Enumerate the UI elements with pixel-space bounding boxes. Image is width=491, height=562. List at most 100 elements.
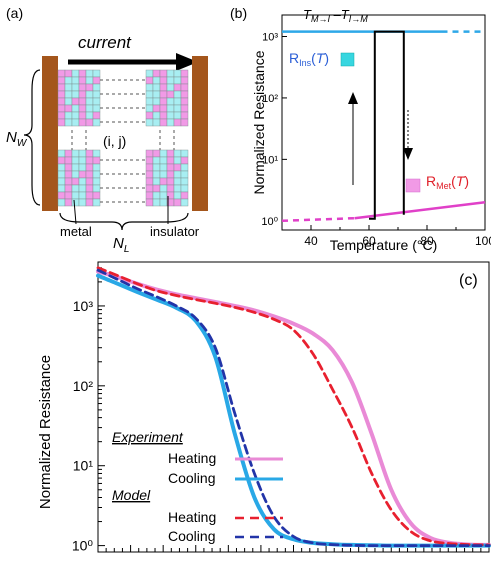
grid-cell bbox=[180, 111, 189, 120]
grid-cell bbox=[173, 83, 182, 92]
r-ins-label: RIns(T) bbox=[289, 50, 329, 68]
panel-b-title: TM→I –TI→M bbox=[303, 7, 368, 24]
grid-cell bbox=[85, 83, 94, 92]
grid-cell bbox=[92, 156, 101, 165]
metal-swatch bbox=[405, 178, 421, 193]
grid-cell bbox=[166, 104, 175, 113]
grid-cell bbox=[173, 156, 182, 165]
panel-a-diagram: (a) current (i, j) NW bbox=[6, 5, 208, 255]
panel-c-series bbox=[96, 266, 491, 548]
grid-cell bbox=[145, 111, 154, 120]
grid-cell bbox=[145, 184, 154, 193]
grid-cell bbox=[78, 170, 87, 179]
series-line bbox=[369, 30, 405, 220]
grid-cell bbox=[57, 90, 66, 99]
grid-cell bbox=[152, 149, 161, 158]
grid-cell bbox=[92, 198, 101, 207]
grid-cell bbox=[71, 83, 80, 92]
grid-cell bbox=[57, 69, 66, 78]
grid-cell bbox=[92, 118, 101, 127]
grid-cell bbox=[173, 97, 182, 106]
grid-cell bbox=[152, 69, 161, 78]
grid-cell bbox=[159, 104, 168, 113]
cell-index-label: (i, j) bbox=[103, 133, 126, 149]
grid-cell bbox=[152, 184, 161, 193]
grid-cell bbox=[173, 90, 182, 99]
grid-cell bbox=[159, 191, 168, 200]
grid-cell bbox=[78, 118, 87, 127]
grid-cell bbox=[180, 198, 189, 207]
grid-cell bbox=[159, 177, 168, 186]
x-tick-label: 40 bbox=[304, 234, 318, 248]
grid-cell bbox=[159, 163, 168, 172]
metal-label: metal bbox=[60, 224, 92, 239]
grid-cell bbox=[85, 111, 94, 120]
grid-cell bbox=[173, 149, 182, 158]
current-arrowhead bbox=[176, 53, 198, 71]
grid-cell bbox=[166, 184, 175, 193]
grid-cell bbox=[57, 76, 66, 85]
x-tick-label: 80 bbox=[420, 234, 434, 248]
grid-cell bbox=[57, 111, 66, 120]
grid-cell bbox=[85, 177, 94, 186]
grid-cell bbox=[92, 170, 101, 179]
grid-cell bbox=[71, 184, 80, 193]
grid-cell bbox=[85, 149, 94, 158]
grid-cell bbox=[159, 156, 168, 165]
panel-b-plot-frame bbox=[281, 14, 486, 231]
grid-cell bbox=[145, 118, 154, 127]
grid-cell bbox=[180, 118, 189, 127]
grid-cell bbox=[64, 118, 73, 127]
y-tick-label: 10⁰ bbox=[261, 216, 278, 228]
grid-cell bbox=[173, 76, 182, 85]
grid-cell bbox=[92, 90, 101, 99]
grid-cell bbox=[173, 184, 182, 193]
grid-cell bbox=[145, 163, 154, 172]
panel-b-annotations: RIns(T) RMet(T) bbox=[289, 50, 469, 193]
grid-cell bbox=[78, 163, 87, 172]
panel-b-chart: (b) TM→I –TI→M 40 60 80 100 10⁰ 10¹ 10² 10³ Temp… bbox=[230, 5, 491, 253]
grid-cell bbox=[71, 69, 80, 78]
grid-cell bbox=[166, 97, 175, 106]
legend-exp-cooling-label: Cooling bbox=[168, 470, 215, 486]
grid-cell bbox=[159, 198, 168, 207]
grid-cell bbox=[180, 149, 189, 158]
grid-cell bbox=[85, 184, 94, 193]
series-line bbox=[354, 201, 486, 220]
grid-cell bbox=[166, 149, 175, 158]
grid-cell bbox=[85, 118, 94, 127]
grid-cell bbox=[85, 104, 94, 113]
nl-brace bbox=[59, 212, 189, 231]
r-met-label: RMet(T) bbox=[426, 173, 469, 191]
legend-experiment-title: Experiment bbox=[112, 429, 184, 445]
grid-cell bbox=[92, 104, 101, 113]
y-tick-label: 10² bbox=[262, 93, 278, 105]
grid-cell bbox=[145, 69, 154, 78]
grid-cell bbox=[64, 90, 73, 99]
grid-cell bbox=[78, 149, 87, 158]
grid-cell bbox=[57, 191, 66, 200]
grid-cell bbox=[57, 83, 66, 92]
grid-cell bbox=[180, 156, 189, 165]
grid-cell bbox=[173, 111, 182, 120]
grid-cell bbox=[57, 163, 66, 172]
y-tick-label: 10³ bbox=[262, 32, 278, 44]
nl-label: NL bbox=[113, 235, 129, 255]
grid-cell bbox=[145, 170, 154, 179]
series-line bbox=[96, 266, 491, 547]
grid-cell bbox=[57, 156, 66, 165]
grid-cell bbox=[64, 76, 73, 85]
grid-cell bbox=[145, 177, 154, 186]
grid-cell bbox=[71, 104, 80, 113]
grid-cell bbox=[64, 111, 73, 120]
series-line bbox=[96, 273, 491, 548]
grid-cell bbox=[166, 90, 175, 99]
grid-cell bbox=[180, 83, 189, 92]
insulator-label: insulator bbox=[150, 224, 200, 239]
legend-model-title: Model bbox=[112, 487, 151, 503]
grid-cell bbox=[166, 156, 175, 165]
grid-cell bbox=[85, 156, 94, 165]
grid-cell bbox=[180, 97, 189, 106]
metal-pointer bbox=[73, 199, 77, 225]
grid-cell bbox=[71, 97, 80, 106]
